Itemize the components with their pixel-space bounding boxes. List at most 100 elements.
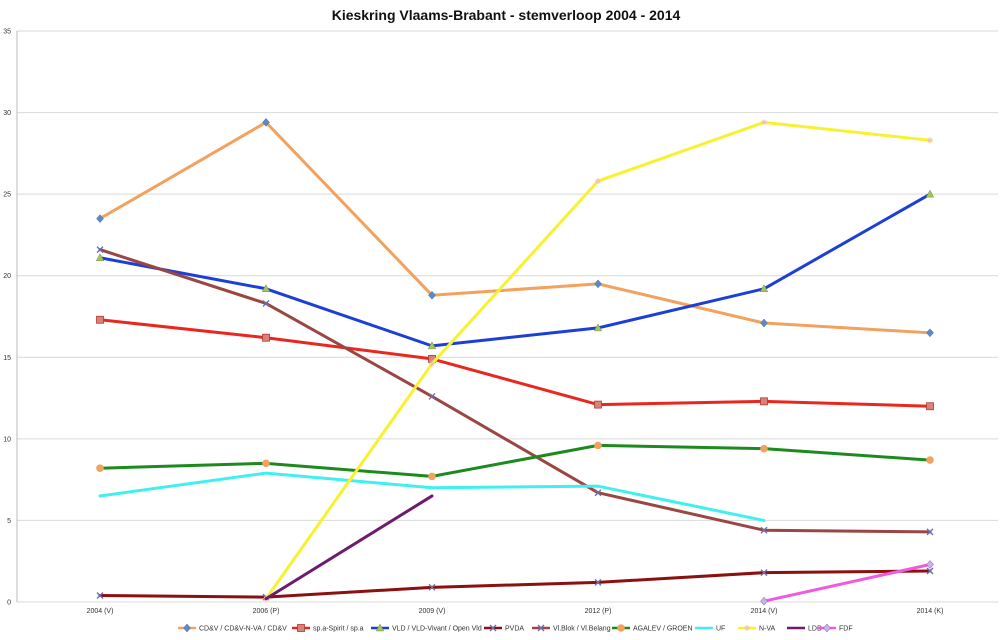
data-point	[926, 456, 934, 464]
data-point	[96, 246, 104, 254]
data-point	[428, 472, 436, 481]
series-line	[98, 318, 932, 408]
legend-item: VLD / VLD-Vivant / Open Vld	[371, 623, 482, 633]
grid	[16, 30, 998, 603]
data-point	[429, 360, 435, 367]
legend-item: CD&V / CD&V-N-VA / CD&V	[178, 623, 287, 633]
x-tick-label: 2014 (V)	[751, 608, 778, 615]
x-axis-ticks: 2004 (V) 2006 (P) 2009 (V) 2012 (P) 2014 (V)…	[87, 608, 944, 615]
series-6	[98, 471, 766, 522]
data-point	[96, 315, 104, 324]
data-point	[760, 397, 768, 406]
legend-label: sp.a-Spirit / sp.a	[313, 626, 364, 633]
legend-item: N-VA	[738, 625, 776, 633]
y-tick-label: 20	[3, 273, 11, 280]
data-point	[744, 625, 750, 631]
legend-label: UF	[716, 626, 725, 633]
legend-item: sp.a-Spirit / sp.a	[292, 624, 364, 633]
data-point	[760, 569, 768, 577]
data-point	[96, 214, 104, 223]
y-axis-ticks: 0 5 10 15 20 25 30 35	[3, 29, 11, 607]
data-point	[926, 328, 934, 338]
data-point	[760, 596, 768, 606]
legend-item: PVDA	[484, 624, 524, 633]
data-point	[925, 189, 935, 198]
x-tick-label: 2004 (V)	[87, 608, 114, 615]
data-point	[262, 459, 270, 468]
series-0	[96, 117, 934, 338]
legend: CD&V / CD&V-N-VA / CD&V sp.a-Spirit / sp.…	[178, 623, 853, 633]
data-point	[593, 323, 603, 332]
y-tick-label: 30	[3, 110, 11, 117]
legend-item: Vl.Blok / Vl.Belang	[532, 624, 611, 633]
data-point	[262, 333, 270, 342]
y-tick-label: 15	[3, 355, 11, 362]
data-point	[926, 567, 934, 575]
series-line	[98, 443, 932, 478]
data-point	[594, 279, 602, 289]
legend-label: AGALEV / GROEN	[633, 626, 693, 633]
data-point	[594, 489, 602, 497]
legend-label: CD&V / CD&V-N-VA / CD&V	[199, 626, 287, 633]
legend-item: AGALEV / GROEN	[612, 624, 693, 633]
series-line	[762, 562, 932, 603]
data-point	[760, 526, 768, 534]
legend-label: PVDA	[505, 626, 524, 633]
data-point	[760, 444, 768, 453]
data-point	[261, 284, 271, 293]
chart-title: Kieskring Vlaams-Brabant - stemverloop 2…	[332, 7, 681, 23]
series-8	[264, 494, 434, 601]
series-group	[95, 117, 935, 606]
data-point	[95, 253, 105, 262]
data-point	[595, 178, 601, 185]
series-3	[96, 567, 934, 601]
series-line	[98, 569, 932, 599]
series-5	[96, 441, 934, 481]
data-point	[428, 290, 436, 300]
data-point	[375, 623, 385, 632]
data-point	[428, 583, 436, 591]
data-point	[489, 624, 497, 632]
series-9	[760, 560, 934, 606]
data-point	[297, 624, 305, 632]
legend-label: FDF	[839, 626, 853, 633]
data-point	[262, 299, 270, 307]
series-1	[96, 315, 934, 411]
x-tick-label: 2012 (P)	[585, 608, 612, 615]
x-tick-label: 2006 (P)	[253, 608, 280, 615]
series-line	[98, 248, 932, 534]
data-point	[761, 119, 767, 126]
y-tick-label: 35	[3, 29, 11, 36]
y-tick-label: 10	[3, 436, 11, 443]
legend-item: LDD	[787, 626, 822, 633]
data-point	[537, 624, 545, 632]
data-point	[96, 464, 104, 473]
data-point	[594, 400, 602, 409]
data-point	[759, 284, 769, 293]
data-point	[594, 578, 602, 586]
data-point	[427, 341, 437, 350]
data-point	[428, 392, 436, 400]
data-point	[594, 441, 602, 450]
series-4	[96, 246, 934, 536]
y-tick-label: 25	[3, 192, 11, 199]
legend-item: FDF	[818, 623, 853, 633]
series-line	[98, 120, 932, 335]
data-point	[760, 318, 768, 328]
y-tick-label: 5	[7, 518, 11, 525]
data-point	[823, 623, 831, 633]
series-line	[264, 494, 434, 601]
data-point	[183, 623, 191, 633]
data-point	[96, 591, 104, 599]
x-tick-label: 2014 (K)	[917, 608, 944, 615]
x-tick-label: 2009 (V)	[419, 608, 446, 615]
series-line	[98, 471, 766, 522]
series-7	[263, 119, 933, 602]
series-line	[98, 192, 932, 348]
y-tick-label: 0	[7, 600, 11, 607]
series-2	[95, 189, 935, 350]
data-point	[926, 528, 934, 536]
legend-label: Vl.Blok / Vl.Belang	[553, 626, 611, 633]
data-point	[926, 560, 934, 569]
data-point	[926, 402, 934, 411]
